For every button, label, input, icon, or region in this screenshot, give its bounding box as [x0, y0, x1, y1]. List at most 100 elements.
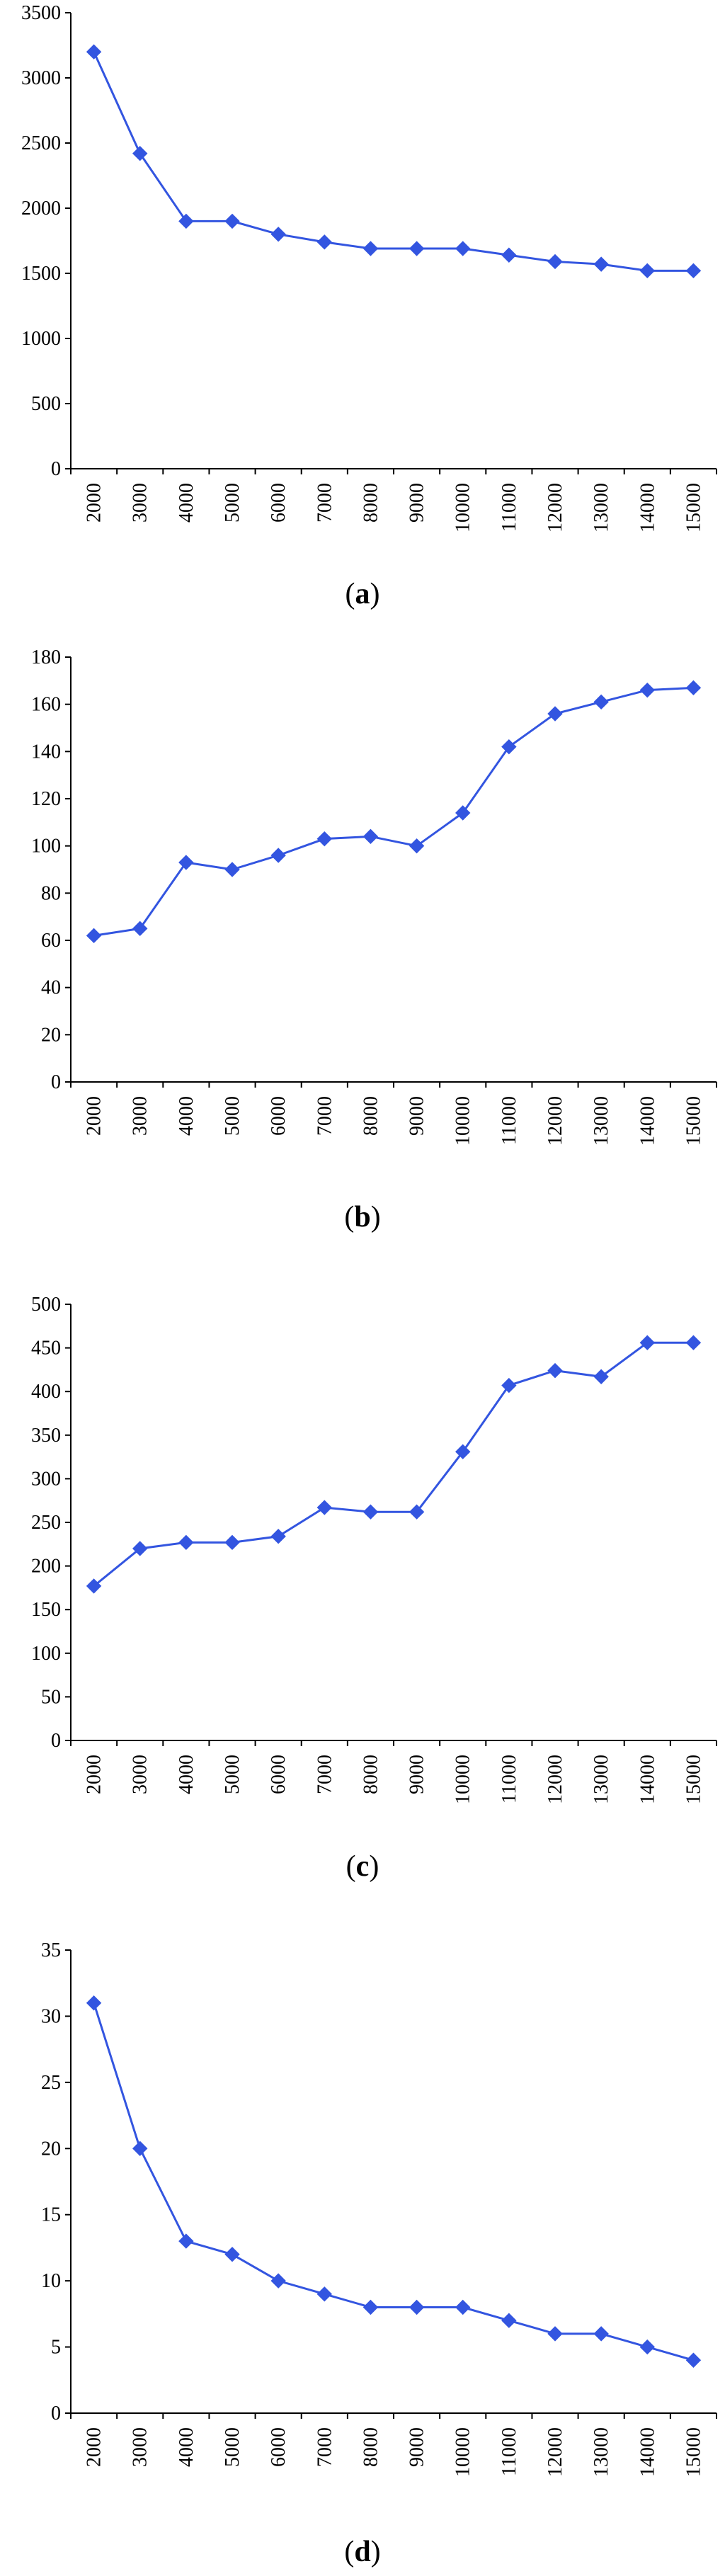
- y-tick-label: 300: [31, 1468, 61, 1490]
- series-line: [93, 686, 694, 937]
- y-tick-label: 1000: [21, 328, 61, 350]
- data-point-marker: [132, 921, 148, 937]
- caption-d-letter: d: [354, 2536, 371, 2568]
- y-tick-label: 1500: [21, 263, 61, 285]
- x-tick-label: 4000: [176, 1096, 198, 1136]
- data-point-marker: [685, 2352, 702, 2368]
- y-tick-label: 500: [31, 1294, 61, 1316]
- data-point-marker: [178, 213, 194, 229]
- x-tick-label: 12000: [544, 483, 566, 532]
- y-tick-label: 0: [51, 458, 61, 480]
- data-point-marker: [501, 247, 517, 263]
- y-tick-label: 10: [41, 2270, 61, 2292]
- y-tick-label: 25: [41, 2072, 61, 2094]
- data-point-marker: [639, 682, 655, 698]
- x-tick-label: 10000: [452, 483, 474, 532]
- data-point-marker: [86, 928, 102, 944]
- y-tick-label: 150: [31, 1599, 61, 1621]
- y-tick-label: 500: [31, 393, 61, 415]
- x-tick-label: 15000: [683, 483, 704, 532]
- x-tick-label: 5000: [222, 2427, 244, 2467]
- x-tick-label: 6000: [268, 1755, 290, 1794]
- x-tick-label: 4000: [176, 2427, 198, 2467]
- data-point-marker: [316, 1500, 332, 1515]
- x-tick-label: 10000: [452, 1096, 474, 1146]
- data-point-marker: [593, 1369, 609, 1384]
- data-point-marker: [86, 1578, 102, 1594]
- data-point-marker: [132, 1541, 148, 1556]
- y-tick-label: 15: [41, 2204, 61, 2226]
- data-point-marker: [409, 241, 425, 256]
- data-point-marker: [132, 2141, 148, 2156]
- caption-c-letter: c: [355, 1850, 370, 1883]
- y-tick-label: 20: [41, 2138, 61, 2160]
- y-tick-label: 5: [51, 2337, 61, 2359]
- data-point-marker: [362, 241, 379, 256]
- y-tick-label: 120: [31, 788, 61, 810]
- x-tick-label: 13000: [590, 1755, 612, 1804]
- data-point-marker: [178, 1534, 194, 1551]
- x-tick-label: 12000: [544, 1096, 566, 1146]
- x-tick-label: 11000: [498, 483, 520, 532]
- y-tick-label: 0: [51, 1071, 61, 1093]
- x-tick-label: 2000: [84, 483, 105, 523]
- x-tick-label: 15000: [683, 1755, 704, 1804]
- data-point-marker: [455, 241, 471, 256]
- x-tick-label: 14000: [636, 483, 658, 532]
- y-tick-label: 400: [31, 1381, 61, 1403]
- y-tick-label: 2500: [21, 132, 61, 154]
- data-point-marker: [270, 2273, 286, 2289]
- x-tick-label: 8000: [360, 1096, 382, 1136]
- x-tick-label: 8000: [360, 2427, 382, 2467]
- data-point-marker: [270, 227, 286, 242]
- x-tick-label: 3000: [130, 2427, 152, 2467]
- x-tick-label: 3000: [130, 1096, 152, 1136]
- x-tick-label: 12000: [544, 2427, 566, 2477]
- x-tick-label: 9000: [406, 2427, 428, 2467]
- x-tick-label: 14000: [636, 1096, 658, 1146]
- x-tick-label: 3000: [130, 1755, 152, 1794]
- y-tick-label: 180: [31, 646, 61, 668]
- data-point-marker: [270, 1529, 286, 1544]
- x-tick-label: 11000: [498, 2427, 520, 2476]
- data-point-marker: [316, 831, 332, 847]
- x-tick-label: 2000: [84, 1096, 105, 1136]
- data-point-marker: [501, 2313, 517, 2328]
- caption-d: (d): [344, 2536, 381, 2568]
- data-point-marker: [639, 2339, 655, 2355]
- y-tick-label: 20: [41, 1024, 61, 1046]
- x-tick-label: 5000: [222, 1755, 244, 1794]
- x-tick-label: 11000: [498, 1755, 520, 1803]
- x-tick-label: 11000: [498, 1096, 520, 1145]
- y-tick-label: 350: [31, 1425, 61, 1447]
- chart-panel-b: 0 20 40 60 80 100 120 140 160 180 2000 3000 4000 5000…: [0, 644, 725, 1211]
- x-tick-label: 13000: [590, 1096, 612, 1146]
- y-tick-label: 2000: [21, 198, 61, 220]
- y-tick-label: 60: [41, 930, 61, 952]
- x-tick-label: 15000: [683, 2427, 704, 2477]
- x-tick-label: 13000: [590, 2427, 612, 2477]
- x-tick-label: 9000: [406, 483, 428, 523]
- data-point-marker: [178, 2233, 194, 2249]
- data-point-marker: [547, 2326, 563, 2342]
- line-chart-d: 0 5 10 15 20 25 30 35 2000 3000 4000 5000 6000 7000 80…: [41, 1939, 717, 2477]
- caption-c: (c): [346, 1850, 379, 1883]
- data-point-marker: [316, 2286, 332, 2302]
- y-tick-label: 80: [41, 882, 61, 904]
- x-tick-label: 15000: [683, 1096, 704, 1146]
- chart-panel-d: 0 5 10 15 20 25 30 35 2000 3000 4000 5000 6000 7000 80…: [0, 1927, 725, 2494]
- x-tick-label: 4000: [176, 483, 198, 523]
- data-point-marker: [685, 1335, 702, 1350]
- y-tick-label: 0: [51, 1730, 61, 1752]
- y-tick-label: 30: [41, 2005, 61, 2027]
- x-tick-label: 6000: [268, 1096, 290, 1136]
- y-tick-label: 3000: [21, 67, 61, 89]
- data-point-marker: [593, 694, 609, 710]
- data-point-marker: [409, 838, 425, 854]
- data-point-marker: [593, 256, 609, 272]
- x-tick-label: 14000: [636, 2427, 658, 2477]
- y-tick-label: 50: [41, 1686, 61, 1708]
- y-tick-label: 100: [31, 836, 61, 857]
- series-line: [93, 51, 694, 272]
- data-point-marker: [593, 2326, 609, 2342]
